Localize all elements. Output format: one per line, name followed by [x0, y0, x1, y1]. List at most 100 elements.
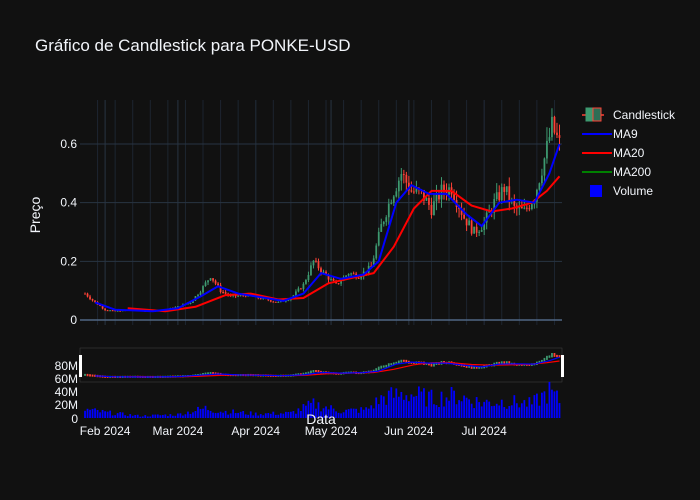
candle-body	[204, 282, 207, 287]
volume-bar	[154, 414, 157, 418]
volume-bar	[86, 408, 89, 418]
x-tick-label: Apr 2024	[231, 424, 280, 438]
volume-bar	[126, 416, 129, 418]
range-candle	[465, 365, 468, 368]
volume-bar	[272, 411, 275, 418]
volume-bar	[222, 412, 224, 418]
x-tick-label: Jun 2024	[384, 424, 434, 438]
legend-item-ma200[interactable]: MA200	[582, 165, 651, 179]
volume-bar	[433, 404, 435, 418]
volume-bar	[277, 414, 280, 418]
candle-body	[259, 298, 262, 300]
candle-body	[337, 283, 340, 285]
volume-bar	[124, 415, 127, 418]
candle-body	[267, 298, 270, 301]
candle-body	[495, 192, 498, 200]
range-candle	[312, 369, 315, 373]
range-candle	[546, 355, 548, 360]
y-tick-label: 0.2	[60, 254, 77, 268]
volume-bar	[397, 396, 400, 418]
candle-body	[543, 158, 546, 176]
volume-bar	[262, 415, 265, 418]
volume-bar	[415, 395, 418, 418]
candle-body	[239, 294, 242, 296]
volume-bar	[335, 411, 337, 418]
range-candle	[495, 361, 498, 365]
volume-bar	[247, 414, 250, 418]
x-tick-label: Jul 2024	[461, 424, 507, 438]
volume-bar	[538, 405, 541, 418]
range-candle	[397, 360, 400, 364]
volume-bar	[94, 408, 96, 418]
range-handle-right[interactable]	[561, 355, 564, 377]
volume-bar	[493, 405, 496, 418]
candle-body	[553, 116, 556, 133]
legend-item-volume[interactable]: Volume	[590, 184, 653, 198]
candle-body	[350, 273, 353, 275]
volume-bar	[412, 396, 415, 418]
x-axis-title: Data	[306, 411, 336, 427]
volume-bar	[385, 404, 388, 418]
volume-bar	[352, 408, 355, 418]
range-candle	[387, 363, 390, 367]
candle-body	[84, 293, 86, 295]
candle-body	[463, 214, 465, 219]
range-candle	[405, 359, 408, 363]
candle-body	[430, 204, 433, 215]
volume-bar	[473, 408, 476, 418]
volume-bar	[355, 408, 358, 418]
volume-bar	[267, 412, 270, 418]
volume-bar	[548, 381, 551, 418]
candle-body	[111, 310, 114, 312]
volume-bar	[174, 415, 177, 418]
candle-body	[443, 184, 445, 192]
candle-body	[525, 207, 528, 209]
volume-bar	[109, 410, 112, 418]
volume-bar	[508, 406, 511, 418]
volume-bar	[438, 406, 440, 418]
volume-bar	[337, 412, 340, 418]
candle-body	[340, 280, 342, 284]
legend[interactable]: Candlestick MA9 MA20 MA200 Volume	[582, 107, 676, 198]
range-handle-left[interactable]	[79, 355, 82, 377]
candle-body	[116, 310, 119, 312]
candle-body	[327, 274, 330, 280]
candle-body	[423, 189, 425, 201]
candle-body	[377, 231, 380, 246]
range-candle	[541, 359, 543, 363]
volume-bar	[448, 400, 450, 418]
volume-bar	[515, 403, 518, 418]
volume-bar	[166, 416, 169, 418]
range-candle	[392, 362, 395, 366]
candle-body	[302, 283, 305, 290]
range-candle	[202, 372, 204, 376]
volume-bar	[149, 416, 152, 418]
volume-bar	[418, 386, 420, 418]
candle-body	[224, 292, 227, 294]
volume-bar	[322, 408, 325, 418]
candle-body	[400, 174, 403, 181]
legend-label: MA200	[613, 165, 651, 179]
price-plot-area	[84, 108, 561, 313]
volume-bar	[189, 413, 192, 418]
volume-bar	[214, 412, 217, 418]
legend-item-candlestick[interactable]: Candlestick	[582, 107, 676, 122]
candle-body	[425, 197, 428, 201]
volume-bar	[370, 405, 373, 418]
volume-bar	[382, 396, 385, 418]
candle-body	[390, 202, 393, 204]
volume-bar	[297, 408, 300, 418]
volume-bar	[116, 413, 119, 418]
legend-item-ma20[interactable]: MA20	[582, 146, 645, 160]
candle-body	[556, 132, 558, 136]
volume-bar	[430, 389, 433, 418]
volume-tick-label: 60M	[55, 372, 78, 386]
volume-bar	[139, 416, 142, 418]
candle-body	[505, 186, 508, 192]
volume-bar	[134, 415, 137, 418]
candle-body	[300, 288, 302, 290]
volume-bar	[136, 414, 139, 418]
legend-item-ma9[interactable]: MA9	[582, 127, 638, 141]
volume-tick-label: 80M	[55, 359, 78, 373]
